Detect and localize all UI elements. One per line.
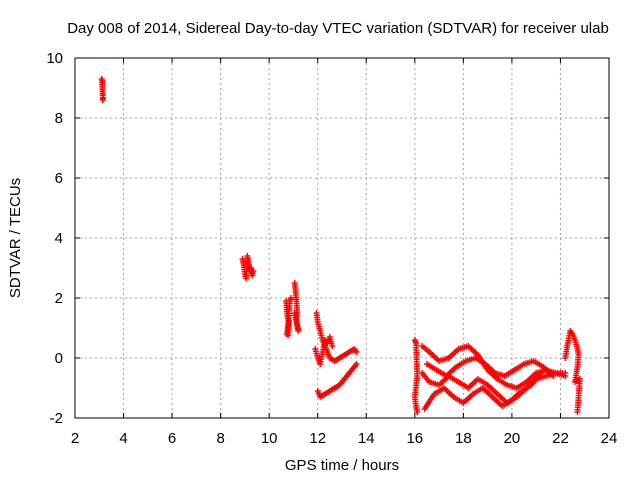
y-axis-label: SDTVAR / TECUs (7, 178, 24, 298)
data-point (100, 95, 107, 102)
y-tick-label: 2 (55, 290, 63, 307)
data-point (353, 361, 360, 367)
x-tick-label: 22 (552, 430, 569, 447)
y-tick-label: 0 (55, 350, 63, 367)
x-tick-label: 4 (119, 430, 127, 447)
x-tick-label: 24 (601, 430, 618, 447)
data-points (98, 76, 583, 415)
data-point (353, 349, 360, 355)
y-tick-label: 4 (55, 230, 63, 247)
x-tick-label: 2 (71, 430, 79, 447)
data-point (414, 409, 421, 415)
y-tick-labels: -2 0 2 4 6 8 10 (46, 50, 63, 427)
y-tick-label: 10 (46, 50, 63, 67)
x-axis-label: GPS time / hours (285, 457, 399, 474)
x-tick-label: 8 (216, 430, 224, 447)
data-point (574, 409, 581, 415)
data-point (288, 295, 295, 301)
x-tick-label: 14 (358, 430, 375, 447)
y-tick-label: -2 (50, 410, 63, 427)
data-point (538, 370, 545, 376)
data-point (329, 343, 336, 349)
x-tick-labels: 2 4 6 8 10 12 14 16 18 20 22 24 (71, 430, 618, 447)
data-point (550, 373, 557, 379)
axis-ticks (74, 57, 610, 419)
y-tick-label: 6 (55, 170, 63, 187)
x-tick-label: 12 (309, 430, 326, 447)
x-tick-label: 16 (406, 430, 423, 447)
x-tick-label: 18 (455, 430, 472, 447)
chart-title: Day 008 of 2014, Sidereal Day-to-day VTE… (67, 20, 609, 37)
x-tick-label: 10 (261, 430, 278, 447)
data-point (562, 370, 569, 376)
x-tick-label: 20 (504, 430, 521, 447)
data-point (250, 268, 257, 274)
y-tick-label: 8 (55, 110, 63, 127)
x-tick-label: 6 (168, 430, 176, 447)
data-point (291, 310, 298, 316)
